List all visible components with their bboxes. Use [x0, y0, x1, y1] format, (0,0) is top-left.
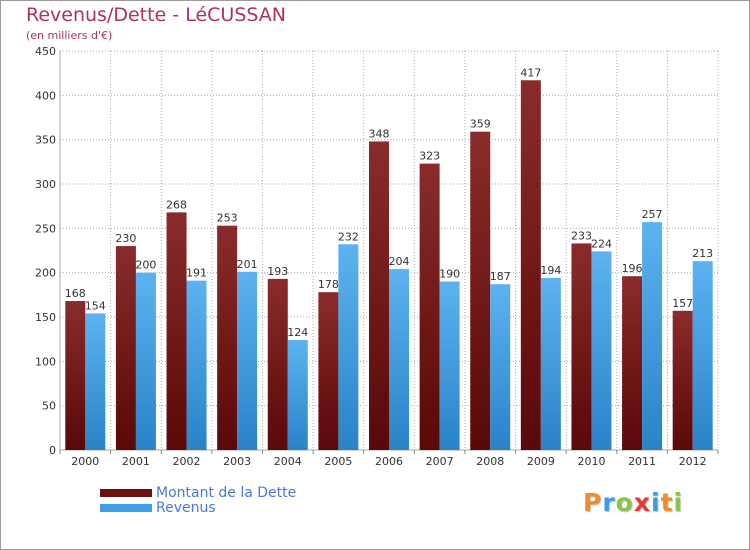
data-label: 268 — [166, 198, 187, 211]
y-tick-label: 300 — [35, 178, 56, 191]
data-label: 213 — [692, 247, 713, 260]
logo-letter: x — [633, 488, 651, 517]
bar-dette — [267, 278, 288, 450]
legend-swatch-debt — [100, 489, 152, 497]
legend-label-revenus: Revenus — [156, 500, 216, 516]
x-tick-label: 2008 — [476, 455, 504, 468]
y-tick-label: 150 — [35, 311, 56, 324]
bar-dette — [571, 243, 592, 450]
data-label: 232 — [338, 230, 359, 243]
logo-letter: r — [602, 488, 616, 517]
data-label: 168 — [65, 287, 86, 300]
bar-revenus — [287, 340, 308, 450]
data-label: 154 — [85, 299, 106, 312]
y-tick-label: 250 — [35, 222, 56, 235]
logo-letter: P — [583, 488, 603, 517]
x-tick-label: 2001 — [122, 455, 150, 468]
data-label: 191 — [186, 267, 207, 280]
x-tick-label: 2006 — [375, 455, 403, 468]
bar-dette — [520, 80, 541, 450]
bar-revenus — [540, 277, 561, 450]
bar-revenus — [439, 281, 460, 450]
data-label: 193 — [267, 265, 288, 278]
data-label: 200 — [135, 259, 156, 272]
data-label: 257 — [642, 208, 663, 221]
bar-dette — [672, 310, 693, 450]
bar-revenus — [591, 251, 612, 450]
bar-revenus — [338, 244, 359, 450]
bar-revenus — [237, 271, 258, 450]
legend-label-debt: Montant de la Dette — [156, 485, 297, 501]
chart-subtitle: (en milliers d'€) — [26, 29, 113, 42]
data-label: 204 — [389, 255, 410, 268]
data-label: 194 — [540, 264, 561, 277]
data-label: 348 — [369, 127, 390, 140]
logo-letter: i — [673, 488, 684, 517]
data-label: 323 — [419, 150, 440, 163]
x-tick-label: 2011 — [628, 455, 656, 468]
bar-revenus — [642, 222, 663, 450]
x-tick-label: 2003 — [223, 455, 251, 468]
legend-swatch-revenus — [100, 504, 152, 512]
y-tick-label: 50 — [42, 400, 56, 413]
data-label: 253 — [217, 212, 238, 225]
data-label: 157 — [672, 297, 693, 310]
bar-dette — [470, 131, 491, 451]
data-label: 201 — [237, 258, 258, 271]
x-tick-label: 2012 — [679, 455, 707, 468]
x-tick-label: 2005 — [324, 455, 352, 468]
bar-revenus — [490, 284, 511, 450]
x-tick-label: 2004 — [274, 455, 302, 468]
data-label: 190 — [439, 268, 460, 281]
bar-revenus — [186, 280, 207, 450]
data-label: 124 — [287, 326, 308, 339]
x-tick-label: 2009 — [527, 455, 555, 468]
x-tick-label: 2007 — [426, 455, 454, 468]
bar-dette — [166, 212, 187, 450]
bar-dette — [622, 276, 643, 450]
bar-dette — [419, 163, 440, 450]
y-tick-label: 450 — [35, 45, 56, 58]
bar-revenus — [389, 269, 409, 450]
y-tick-label: 0 — [49, 444, 56, 457]
logo-letter: t — [660, 488, 674, 517]
data-label: 359 — [470, 118, 491, 131]
x-tick-label: 2000 — [71, 455, 99, 468]
data-label: 233 — [571, 229, 592, 242]
bar-dette — [369, 141, 389, 450]
y-tick-label: 350 — [35, 134, 56, 147]
data-label: 187 — [490, 270, 511, 283]
y-tick-label: 400 — [35, 89, 56, 102]
bar-dette — [115, 246, 136, 450]
data-label: 230 — [115, 232, 136, 245]
data-label: 417 — [520, 66, 541, 79]
data-label: 196 — [622, 262, 643, 275]
logo-letter: o — [615, 488, 634, 517]
x-tick-label: 2002 — [173, 455, 201, 468]
chart-title: Revenus/Dette - LéCUSSAN — [26, 4, 286, 26]
bar-revenus — [85, 313, 106, 450]
logo-letter: i — [651, 488, 661, 517]
x-tick-label: 2010 — [577, 455, 605, 468]
bar-dette — [217, 225, 238, 450]
bar-dette — [318, 292, 339, 450]
data-label: 224 — [591, 237, 612, 250]
y-tick-label: 200 — [35, 267, 56, 280]
proxiti-logo: Proxiti — [583, 488, 683, 517]
bar-revenus — [692, 261, 713, 450]
bar-dette — [65, 301, 86, 450]
y-tick-label: 100 — [35, 355, 56, 368]
data-label: 178 — [318, 278, 339, 291]
bar-revenus — [135, 272, 156, 450]
